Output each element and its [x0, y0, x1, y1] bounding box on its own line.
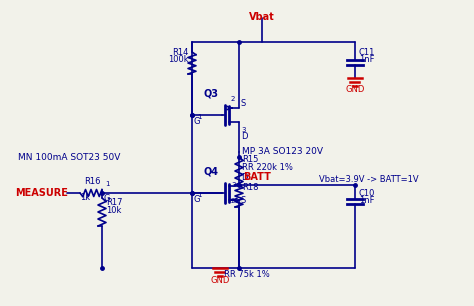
Text: R17: R17	[106, 198, 122, 207]
Text: G: G	[194, 117, 201, 126]
Text: 1nF: 1nF	[359, 55, 374, 64]
Text: 10k: 10k	[106, 206, 121, 215]
Text: C10: C10	[359, 189, 375, 198]
Text: MP 3A SO123 20V: MP 3A SO123 20V	[242, 147, 323, 156]
Text: Q3: Q3	[204, 89, 219, 99]
Text: Vbat=3.9V -> BATT=1V: Vbat=3.9V -> BATT=1V	[319, 175, 419, 184]
Text: 1: 1	[197, 192, 201, 198]
Text: R18: R18	[242, 183, 258, 192]
Text: 1: 1	[197, 114, 201, 120]
Text: R14: R14	[173, 48, 189, 57]
Text: 3: 3	[231, 182, 236, 188]
Text: GND: GND	[346, 85, 365, 94]
Text: R15: R15	[242, 155, 258, 164]
Text: 100k: 100k	[168, 55, 189, 64]
Text: 1k: 1k	[80, 193, 90, 202]
Text: MEASURE: MEASURE	[15, 188, 68, 198]
Text: G: G	[194, 195, 201, 204]
Text: D: D	[241, 173, 247, 182]
Text: G: G	[104, 194, 110, 203]
Text: MN 100mA SOT23 50V: MN 100mA SOT23 50V	[18, 153, 120, 162]
Text: C11: C11	[359, 48, 375, 57]
Text: Vbat: Vbat	[249, 12, 275, 22]
Text: 3: 3	[241, 127, 246, 133]
Text: R16: R16	[84, 177, 100, 186]
Text: BATT: BATT	[243, 172, 271, 182]
Text: 1: 1	[105, 181, 109, 187]
Text: 2: 2	[231, 96, 236, 102]
Text: 2: 2	[231, 198, 236, 204]
Text: RR 75k 1%: RR 75k 1%	[224, 270, 270, 279]
Text: D: D	[241, 132, 247, 141]
Text: S: S	[241, 99, 246, 108]
Text: Q4: Q4	[204, 167, 219, 177]
Text: RR 220k 1%: RR 220k 1%	[242, 163, 293, 172]
Text: S: S	[241, 196, 246, 205]
Text: 1nF: 1nF	[359, 196, 374, 205]
Text: GND: GND	[210, 276, 230, 285]
